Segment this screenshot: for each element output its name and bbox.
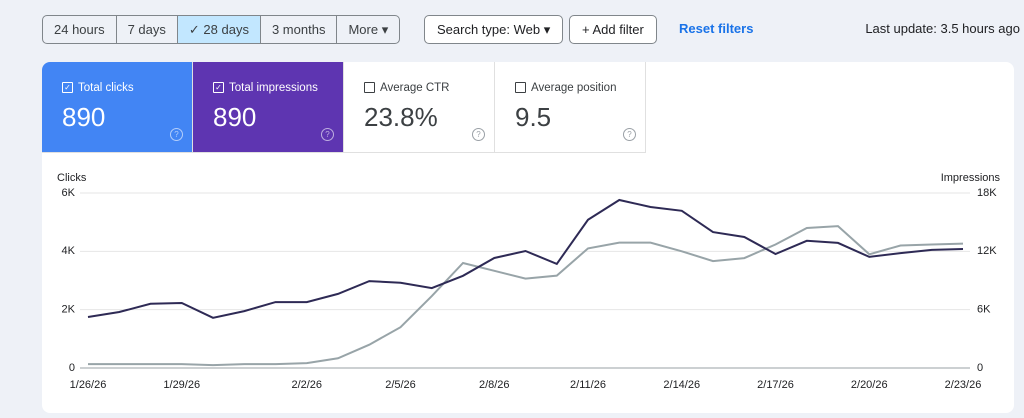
help-icon[interactable]: ? [472, 128, 485, 141]
range-label: 3 months [271, 22, 326, 37]
metric-label: Average position [531, 82, 617, 94]
metric-card[interactable]: Average position 9.5? [495, 62, 646, 153]
x-tick-label: 2/11/26 [570, 379, 606, 391]
x-tick-label: 1/29/26 [163, 379, 200, 391]
metric-value: 23.8% [364, 102, 438, 132]
range-option[interactable]: More ▾ [348, 22, 389, 37]
y-tick-label: 4K [62, 245, 76, 257]
metric-value: 9.5 [515, 102, 552, 132]
range-option[interactable]: ✓ 28 days [177, 16, 261, 43]
y2-axis-title: Impressions [941, 172, 1001, 184]
y2-tick-label: 6K [977, 304, 991, 316]
add-filter-label: Add filter [592, 22, 644, 37]
range-label: 24 hours [54, 22, 105, 37]
metric-value: 890 [213, 102, 257, 132]
x-tick-label: 2/8/26 [479, 379, 510, 391]
add-filter-button[interactable]: + Add filter [569, 15, 657, 44]
x-tick-label: 2/20/26 [851, 379, 888, 391]
y2-tick-label: 18K [977, 187, 997, 199]
metric-card[interactable]: ✓ Total clicks 890? [42, 62, 193, 153]
y2-tick-label: 0 [977, 362, 983, 374]
y2-tick-label: 12K [977, 245, 997, 257]
search-type-label: Search type: Web [437, 22, 541, 37]
series-line [88, 225, 964, 367]
y-tick-label: 0 [69, 362, 75, 374]
metric-label: Total impressions [229, 82, 318, 94]
metric-card[interactable]: Average CTR 23.8%? [344, 62, 495, 153]
range-option[interactable]: 24 hours [43, 16, 117, 43]
y-tick-label: 6K [62, 187, 76, 199]
checkbox[interactable]: ✓ [213, 82, 224, 93]
x-tick-label: 2/17/26 [757, 379, 794, 391]
checkbox[interactable] [515, 82, 526, 93]
last-update: Last update: 3.5 hours ago [865, 21, 1020, 36]
y-tick-label: 2K [62, 304, 76, 316]
metric-label: Total clicks [78, 82, 134, 94]
x-tick-label: 2/2/26 [291, 379, 322, 391]
x-tick-label: 2/23/26 [945, 379, 982, 391]
range-option[interactable]: 7 days [117, 16, 178, 43]
y-axis-title: Clicks [57, 172, 87, 184]
range-option[interactable]: 3 months [261, 16, 338, 43]
date-range-selector: 24 hours 7 days ✓ 28 days 3 months More ▾ [42, 15, 401, 44]
checkbox[interactable]: ✓ [62, 82, 73, 93]
help-icon[interactable]: ? [170, 128, 183, 141]
range-label: More [348, 22, 379, 37]
metric-label: Average CTR [380, 82, 450, 94]
metric-card[interactable]: ✓ Total impressions 890? [193, 62, 344, 153]
range-label: 28 days [203, 22, 249, 37]
help-icon[interactable]: ? [321, 128, 334, 141]
reset-filters[interactable]: Reset filters [679, 21, 754, 36]
metric-value: 890 [62, 102, 106, 132]
help-icon[interactable]: ? [623, 128, 636, 141]
checkbox[interactable] [364, 82, 375, 93]
x-tick-label: 2/14/26 [663, 379, 700, 391]
series-line [87, 198, 964, 319]
range-label: 7 days [127, 22, 166, 37]
search-type-button[interactable]: Search type: Web ▾ [424, 15, 564, 44]
x-tick-label: 1/26/26 [70, 379, 107, 391]
x-tick-label: 2/5/26 [385, 379, 416, 391]
